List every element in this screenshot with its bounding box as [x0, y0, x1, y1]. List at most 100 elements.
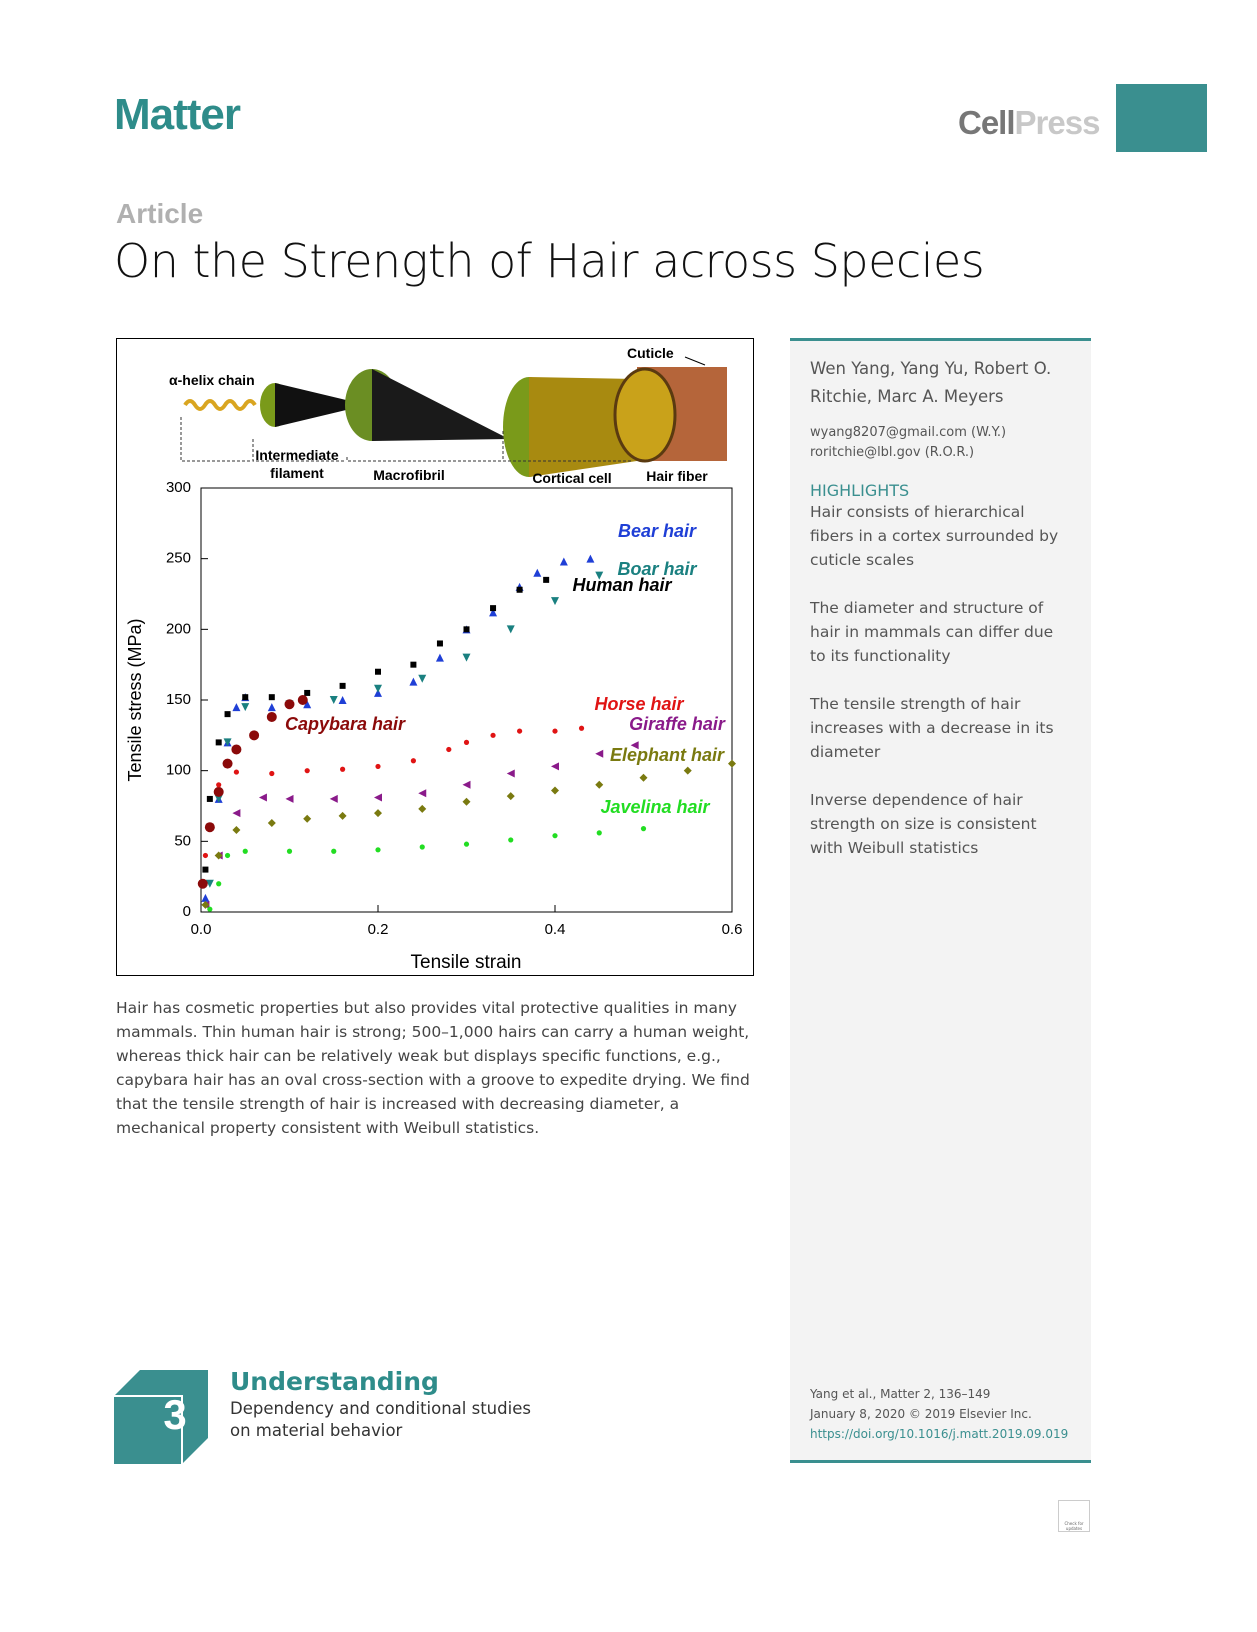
point	[419, 844, 425, 850]
schematic-label: filament	[270, 465, 324, 481]
point	[375, 668, 381, 675]
point	[201, 893, 210, 902]
point	[595, 571, 604, 580]
emails: wyang8207@gmail.com (W.Y.) roritchie@lbl…	[810, 423, 1071, 463]
point	[375, 847, 381, 853]
x-axis-label: Tensile strain	[411, 952, 522, 973]
x-tick-label: 0.0	[191, 921, 212, 938]
corner-tab	[1116, 84, 1207, 152]
point	[533, 568, 542, 577]
point	[242, 694, 249, 701]
series-label: Capybara hair	[285, 714, 406, 734]
point	[551, 597, 559, 606]
point	[202, 866, 209, 873]
highlight: The tensile strength of hair increases w…	[810, 695, 1054, 761]
point	[207, 906, 213, 912]
point	[463, 626, 470, 633]
point	[506, 625, 515, 634]
fiber-end	[613, 367, 677, 463]
series-label: Elephant hair	[610, 745, 725, 765]
schematic-label: Hair fiber	[646, 468, 708, 484]
point	[595, 780, 604, 789]
point	[340, 766, 346, 772]
point	[223, 738, 232, 747]
point	[418, 789, 427, 798]
schematic-label: Cuticle	[627, 345, 674, 361]
schematic-label: Cortical cell	[532, 470, 611, 486]
point	[374, 793, 382, 802]
citation-line: January 8, 2020 © 2019 Elsevier Inc.	[810, 1407, 1032, 1421]
point	[410, 661, 417, 668]
series-label: Horse hair	[594, 694, 684, 714]
y-tick-label: 50	[174, 832, 191, 849]
point	[214, 794, 223, 803]
publisher-part: Cell	[958, 104, 1016, 141]
point	[374, 688, 382, 697]
y-tick-label: 200	[166, 620, 191, 637]
y-tick-label: 100	[166, 762, 191, 779]
point	[506, 769, 515, 778]
level-description: Dependency and conditional studies on ma…	[230, 1398, 531, 1442]
update-badge[interactable]: Check for updates	[1058, 1500, 1090, 1532]
point	[266, 711, 277, 722]
point	[640, 826, 647, 832]
point	[297, 695, 308, 705]
series-label: Boar hair	[617, 559, 697, 579]
level-number: 3	[163, 1391, 186, 1438]
point	[201, 900, 210, 909]
point	[197, 878, 208, 889]
publisher: CellPress	[958, 104, 1100, 142]
point	[409, 677, 418, 686]
level-name: Understanding	[230, 1367, 439, 1396]
point	[338, 696, 347, 704]
citation-line: Yang et al., Matter 2, 136–149	[810, 1387, 991, 1401]
summary: Hair has cosmetic properties but also pr…	[116, 999, 750, 1137]
point	[462, 797, 471, 806]
point	[578, 725, 585, 731]
point	[596, 830, 602, 836]
doi-link[interactable]: https://doi.org/10.1016/j.matt.2019.09.0…	[810, 1427, 1069, 1441]
schematic-label: Macrofibril	[373, 467, 445, 483]
highlight: Hair consists of hierarchical fibers in …	[810, 503, 1059, 569]
point	[375, 763, 381, 770]
level-icon: 3	[114, 1370, 208, 1464]
point	[331, 848, 337, 854]
point	[267, 818, 276, 827]
highlights-heading: HIGHLIGHTS	[810, 481, 910, 500]
point	[462, 653, 471, 662]
cube-edge	[114, 1395, 183, 1464]
point	[517, 728, 523, 734]
y-tick-label: 250	[166, 550, 191, 567]
point	[374, 809, 382, 818]
point	[242, 848, 248, 854]
authors: Wen Yang, Yang Yu, Robert O. Ritchie, Ma…	[810, 359, 1052, 406]
point	[595, 749, 604, 758]
point	[258, 793, 267, 802]
point	[490, 732, 496, 738]
journal-name: Matter	[114, 90, 241, 139]
point	[224, 852, 231, 859]
point	[329, 696, 338, 704]
y-tick-label: 300	[166, 479, 191, 496]
point	[516, 586, 523, 593]
point	[559, 557, 568, 566]
series-label: Javelina hair	[600, 797, 710, 817]
sidebar: Wen Yang, Yang Yu, Robert O. Ritchie, Ma…	[790, 338, 1091, 1463]
point	[205, 879, 214, 888]
point	[232, 826, 241, 835]
highlight: Inverse dependence of hair strength on s…	[810, 791, 1037, 857]
point	[446, 746, 452, 753]
point	[551, 762, 559, 771]
x-tick-label: 0.6	[722, 921, 743, 938]
point	[215, 739, 222, 746]
point	[508, 837, 514, 843]
point	[231, 744, 242, 755]
point	[304, 768, 310, 774]
point	[463, 739, 470, 745]
y-axis-label: Tensile stress (MPa)	[125, 618, 145, 781]
point	[222, 758, 233, 769]
point	[489, 608, 498, 617]
x-tick-label: 0.2	[368, 921, 389, 938]
description-line: Dependency and conditional studies	[230, 1399, 531, 1418]
cube	[114, 1370, 208, 1464]
